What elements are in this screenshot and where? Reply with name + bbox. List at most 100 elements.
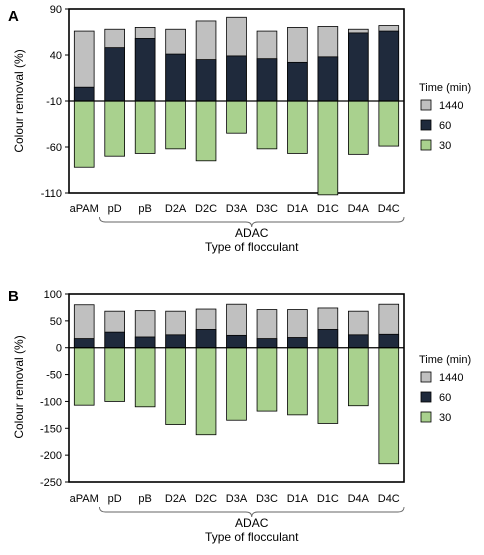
bar-60-D1C bbox=[317, 329, 339, 349]
bar-60-D2A bbox=[165, 53, 186, 102]
legend-swatch-60 bbox=[420, 391, 432, 403]
x-tick-label: D2A bbox=[165, 203, 187, 215]
legend: Time (min) 1440 60 30 bbox=[419, 82, 471, 152]
legend-swatch-60 bbox=[420, 119, 432, 131]
bar-30-D3C bbox=[256, 347, 278, 412]
x-tick-label: pD bbox=[108, 203, 122, 215]
bar-60-pB bbox=[134, 336, 156, 349]
bar-60-D4A bbox=[348, 32, 369, 102]
chart-panel-a: A 90 40 -10 -60 -110 aPAM pD pB D2A D2C D3A D3C D1A D1… bbox=[8, 4, 471, 254]
bar-30-pB bbox=[134, 100, 156, 154]
bar-30-D4C bbox=[378, 347, 400, 465]
legend-title: Time (min) bbox=[419, 354, 471, 366]
bar-30-D2C bbox=[195, 100, 217, 162]
y-tick-label: 100 bbox=[44, 289, 62, 301]
bar-60-D4A bbox=[348, 334, 369, 349]
y-tick-label: -200 bbox=[40, 450, 62, 462]
x-tick-label: D4A bbox=[348, 493, 370, 505]
bar-60-D1A bbox=[287, 61, 308, 102]
chart-panel-b: B 100 50 0 -50 -100 -150 -200 -250 aPAM pD pB D2A D2C… bbox=[8, 288, 471, 544]
legend-label-60: 60 bbox=[439, 120, 451, 132]
legend-swatch-30 bbox=[420, 411, 432, 423]
y-tick-label: -110 bbox=[41, 188, 62, 200]
x-tick-label: D4A bbox=[348, 203, 370, 215]
bar-60-aPAM bbox=[73, 86, 95, 102]
bar-30-pD bbox=[104, 100, 125, 157]
plot-frame bbox=[68, 293, 405, 483]
bar-60-pD bbox=[104, 47, 125, 102]
bar-30-D2C bbox=[195, 347, 217, 436]
bar-60-D3A bbox=[226, 55, 247, 102]
x-tick-label: aPAM bbox=[70, 493, 99, 505]
x-tick-label: D1C bbox=[317, 203, 339, 215]
group-bracket bbox=[99, 216, 405, 228]
bar-30-pB bbox=[134, 347, 156, 408]
x-tick-label: D2A bbox=[165, 493, 187, 505]
group-label: ADAC bbox=[235, 516, 269, 530]
bar-60-D2C bbox=[195, 59, 217, 102]
y-tick-label: -250 bbox=[40, 477, 62, 489]
legend-label-30: 30 bbox=[439, 412, 451, 424]
bar-30-D4A bbox=[348, 347, 369, 407]
bar-30-D4A bbox=[348, 100, 369, 155]
bar-60-D2C bbox=[195, 329, 217, 349]
x-axis-title: Type of flocculant bbox=[205, 240, 299, 254]
x-tick-label: D2C bbox=[195, 203, 217, 215]
bar-30-D3A bbox=[226, 100, 247, 134]
x-tick-label: D3C bbox=[256, 493, 278, 505]
y-tick-label: -100 bbox=[40, 396, 62, 408]
y-axis-title: Colour removal (%) bbox=[12, 49, 26, 152]
bar-60-pB bbox=[134, 38, 156, 102]
y-tick-label: 90 bbox=[50, 4, 62, 16]
bar-60-pD bbox=[104, 331, 125, 349]
x-tick-label: D1A bbox=[287, 203, 309, 215]
x-tick-label: D2C bbox=[195, 493, 217, 505]
bar-30-D2A bbox=[165, 100, 186, 150]
group-label: ADAC bbox=[235, 226, 269, 240]
bar-60-D4C bbox=[378, 30, 400, 102]
legend-label-1440: 1440 bbox=[439, 372, 463, 384]
x-tick-label: pD bbox=[108, 493, 122, 505]
bar-60-D3C bbox=[256, 58, 278, 102]
panel-label: A bbox=[8, 8, 19, 25]
x-tick-label: D3A bbox=[226, 493, 248, 505]
legend-label-1440: 1440 bbox=[439, 100, 463, 112]
x-tick-label: aPAM bbox=[70, 203, 99, 215]
legend-swatch-30 bbox=[420, 139, 432, 151]
bar-60-D2A bbox=[165, 334, 186, 349]
bar-30-pD bbox=[104, 347, 125, 402]
x-tick-label: D3C bbox=[256, 203, 278, 215]
bar-30-D1C bbox=[317, 347, 339, 424]
y-tick-label: -60 bbox=[46, 142, 62, 154]
x-tick-label: D1A bbox=[287, 493, 309, 505]
y-axis-title: Colour removal (%) bbox=[12, 335, 26, 438]
bar-30-D2A bbox=[165, 347, 186, 425]
y-tick-label: 40 bbox=[50, 50, 62, 62]
legend-label-30: 30 bbox=[439, 140, 451, 152]
legend-label-60: 60 bbox=[439, 392, 451, 404]
panel-label: B bbox=[8, 288, 19, 305]
legend-title: Time (min) bbox=[419, 82, 471, 94]
bar-30-D1C bbox=[317, 100, 339, 196]
group-bracket bbox=[99, 506, 405, 518]
bar-60-D1C bbox=[317, 56, 339, 102]
bar-60-aPAM bbox=[73, 338, 95, 349]
bar-30-D4C bbox=[378, 100, 400, 147]
legend-swatch-1440 bbox=[420, 99, 432, 111]
bar-60-D3C bbox=[256, 338, 278, 349]
bar-30-D3A bbox=[226, 347, 247, 421]
legend-swatch-1440 bbox=[420, 371, 432, 383]
bar-60-D3A bbox=[226, 334, 247, 349]
x-tick-label: pB bbox=[138, 203, 151, 215]
bar-30-D1A bbox=[287, 347, 308, 416]
y-tick-label: -50 bbox=[46, 370, 62, 382]
x-tick-label: D4C bbox=[378, 493, 400, 505]
bar-30-aPAM bbox=[73, 347, 95, 406]
y-tick-label: -150 bbox=[40, 423, 62, 435]
bar-60-D1A bbox=[287, 337, 308, 349]
y-tick-label: -10 bbox=[46, 96, 62, 108]
x-axis-title: Type of flocculant bbox=[205, 530, 299, 544]
y-tick-label: 50 bbox=[50, 316, 62, 328]
x-tick-label: D3A bbox=[226, 203, 248, 215]
